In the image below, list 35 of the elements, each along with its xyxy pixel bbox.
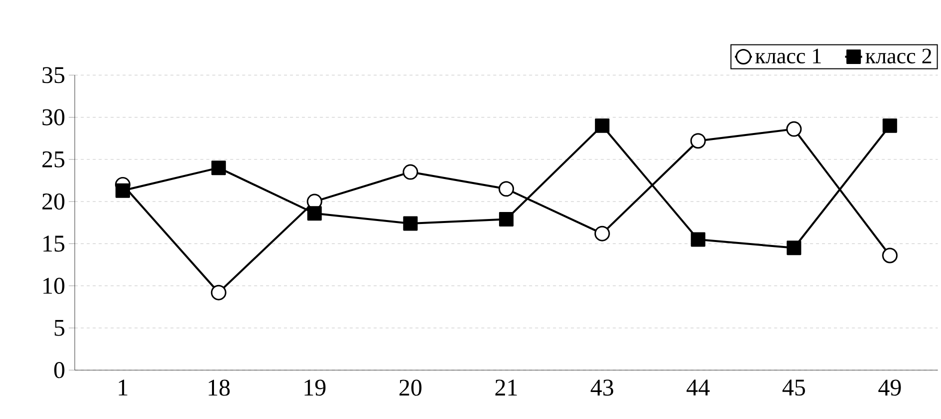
y-tick-label: 5 — [54, 320, 64, 336]
point — [882, 118, 898, 133]
point — [594, 226, 610, 242]
x-tick-label: 49 — [878, 380, 901, 396]
point — [403, 216, 418, 231]
x-tick-label: 19 — [304, 380, 326, 396]
x-tick-label: 1 — [118, 380, 128, 396]
y-tick-label: 10 — [43, 278, 64, 294]
y-tick-label: 0 — [54, 362, 64, 378]
x-tick-label: 44 — [686, 380, 710, 396]
legend-label: класс 1 — [755, 48, 821, 64]
y-tick-label: 15 — [43, 236, 64, 252]
x-tick-label: 21 — [495, 380, 517, 396]
point — [882, 248, 898, 264]
x-tick-label: 18 — [208, 380, 230, 396]
y-tick-label: 25 — [42, 151, 64, 168]
legend-label: класс 2 — [866, 48, 932, 64]
point — [402, 164, 418, 180]
point — [115, 183, 130, 198]
point — [211, 160, 226, 176]
point — [690, 232, 706, 247]
point — [690, 133, 706, 149]
x-tick-label: 43 — [590, 380, 614, 396]
point — [498, 181, 514, 197]
x-tick-label: 45 — [782, 380, 805, 396]
point — [594, 118, 610, 133]
x-tick-label: 20 — [400, 380, 422, 396]
y-tick-label: 35 — [42, 67, 64, 84]
point — [210, 284, 226, 300]
point — [786, 240, 802, 256]
point — [786, 121, 802, 137]
point — [499, 212, 514, 226]
y-tick-label: 20 — [42, 193, 64, 210]
y-tick-label: 30 — [42, 109, 64, 126]
point — [307, 206, 322, 221]
